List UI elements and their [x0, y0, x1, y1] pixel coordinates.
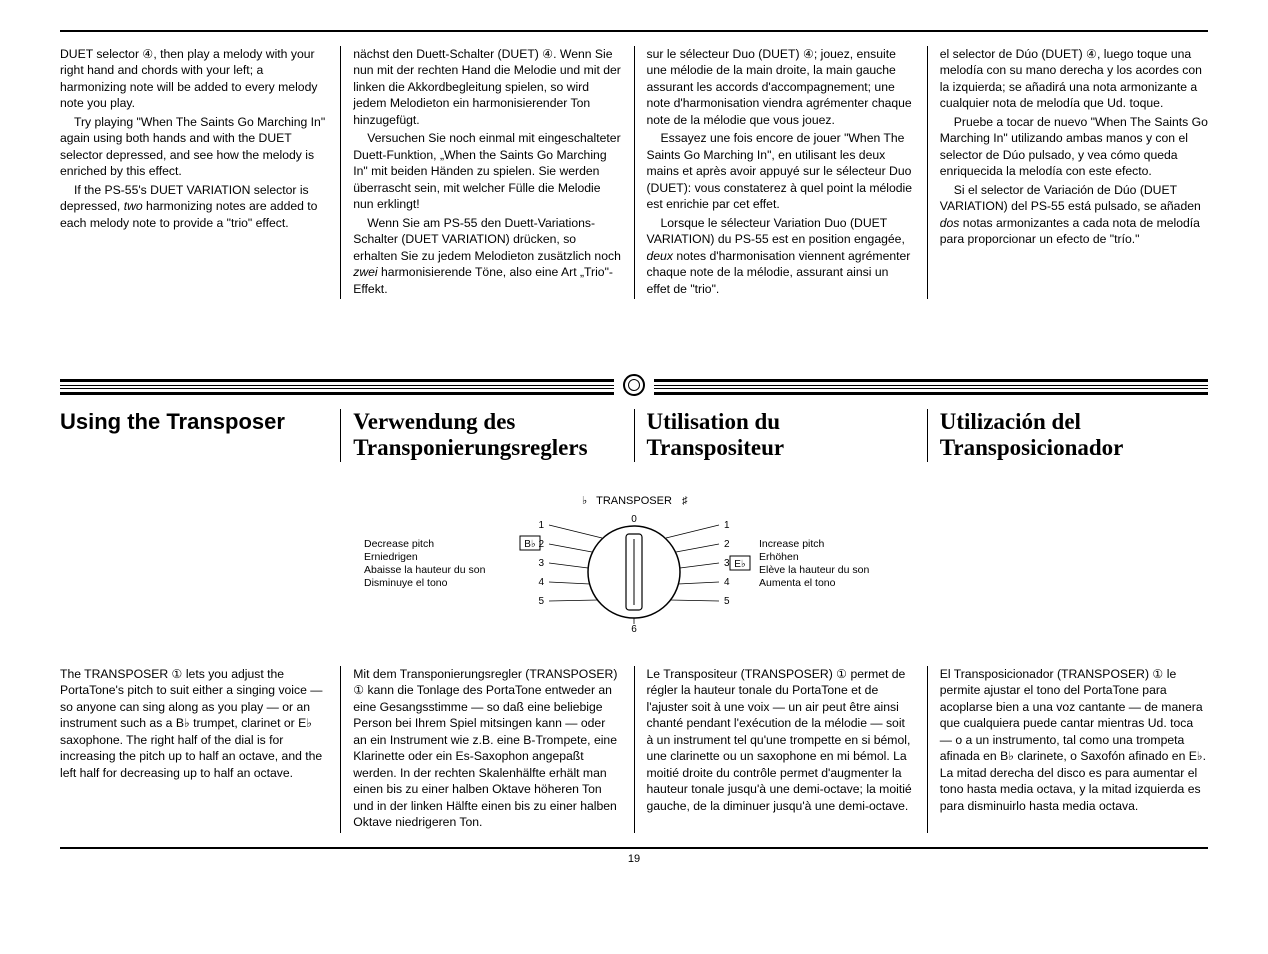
svg-text:4: 4	[538, 577, 544, 588]
fr-p3a: Lorsque le sélecteur Variation Duo (DUET…	[647, 216, 905, 246]
fr-p3: Lorsque le sélecteur Variation Duo (DUET…	[647, 215, 915, 297]
right-r1: Increase pitch	[759, 538, 825, 550]
bcol-en: The TRANSPOSER ① lets you adjust the Por…	[60, 666, 341, 833]
fr-p3c: notes d'harmonisation viennent agrémente…	[647, 249, 911, 296]
top-columns: DUET selector ④, then play a melody with…	[60, 46, 1208, 299]
en-p1: DUET selector ④, then play a melody with…	[60, 46, 328, 112]
de-p3b: zwei	[353, 265, 377, 279]
bottom-es: El Transposicionador (TRANSPOSER) ① le p…	[940, 666, 1208, 814]
svg-text:2: 2	[538, 539, 544, 550]
svg-text:5: 5	[724, 596, 730, 607]
eflat-label: E♭	[734, 559, 745, 570]
fr-p3b: deux	[647, 249, 673, 263]
right-marks: 1 2 3 4 5	[666, 520, 730, 607]
fr-p2: Essayez une fois encore de jouer "When T…	[647, 130, 915, 212]
col-es: el selector de Dúo (DUET) ④, luego toque…	[928, 46, 1208, 299]
divider-ornament-icon	[614, 365, 654, 405]
left-l2: Erniedrigen	[364, 551, 418, 563]
de-p2: Versuchen Sie noch einmal mit eingeschal…	[353, 130, 621, 212]
svg-text:4: 4	[724, 577, 730, 588]
bcol-es: El Transposicionador (TRANSPOSER) ① le p…	[928, 666, 1208, 833]
fr-p1: sur le sélecteur Duo (DUET) ④; jouez, en…	[647, 46, 915, 128]
svg-text:1: 1	[538, 520, 544, 531]
bflat-label: B♭	[524, 539, 535, 550]
diag-flat: ♭	[582, 495, 587, 507]
es-p3: Si el selector de Variación de Dúo (DUET…	[940, 182, 1208, 248]
heading-col-es: Utilización del Transposicionador	[928, 409, 1208, 462]
diag-sharp: ♯	[682, 495, 688, 507]
svg-text:1: 1	[724, 520, 730, 531]
heading-col-de: Verwendung des Transponierungs­reglers	[341, 409, 634, 462]
diag-title: TRANSPOSER	[596, 495, 672, 507]
bottom-rule	[60, 847, 1208, 849]
left-l4: Disminuye el tono	[364, 577, 448, 589]
right-r2: Erhöhen	[759, 551, 799, 563]
bcol-de: Mit dem Transponierungsregler (TRANSPOSE…	[341, 666, 634, 833]
mark-0: 0	[631, 514, 637, 525]
col-fr: sur le sélecteur Duo (DUET) ④; jouez, en…	[635, 46, 928, 299]
section-divider	[60, 379, 1208, 395]
es-p2: Pruebe a tocar de nuevo "When The Saints…	[940, 114, 1208, 180]
heading-en: Using the Transposer	[60, 409, 328, 434]
svg-text:5: 5	[538, 596, 544, 607]
de-p3c: harmonisierende Töne, also eine Art „Tri…	[353, 265, 613, 295]
svg-text:3: 3	[724, 558, 730, 569]
heading-col-en: Using the Transposer	[60, 409, 341, 462]
es-p3b: dos	[940, 216, 960, 230]
right-r3: Elève la hauteur du son	[759, 564, 869, 576]
es-p3c: notas armonizantes a cada nota de melodí…	[940, 216, 1200, 246]
heading-row: Using the Transposer Verwendung des Tran…	[60, 409, 1208, 462]
col-en: DUET selector ④, then play a melody with…	[60, 46, 341, 299]
bottom-de: Mit dem Transponierungsregler (TRANSPOSE…	[353, 666, 621, 831]
transposer-diagram: TRANSPOSER ♭ ♯ 0 1 2 3 4 5 1 2 3	[60, 492, 1208, 642]
left-l3: Abaisse la hauteur du son	[364, 564, 486, 576]
heading-es: Utilización del Transposicionador	[940, 409, 1208, 462]
bottom-columns: The TRANSPOSER ① lets you adjust the Por…	[60, 666, 1208, 833]
right-r4: Aumenta el tono	[759, 577, 836, 589]
col-de: nächst den Duett-Schalter (DUET) ④. Wenn…	[341, 46, 634, 299]
de-p3a: Wenn Sie am PS-55 den Duett-Variations-S…	[353, 216, 621, 263]
en-p2: Try playing "When The Saints Go Marching…	[60, 114, 328, 180]
svg-text:2: 2	[724, 539, 730, 550]
en-p3b: two	[124, 199, 143, 213]
left-marks: 1 2 3 4 5	[538, 520, 602, 607]
heading-col-fr: Utilisation du Transpositeur	[635, 409, 928, 462]
en-p3: If the PS-55's DUET VARIATION selector i…	[60, 182, 328, 231]
left-l1: Decrease pitch	[364, 538, 434, 550]
svg-text:3: 3	[538, 558, 544, 569]
page-number: 19	[60, 853, 1208, 865]
mark-6: 6	[631, 624, 637, 635]
transposer-svg: TRANSPOSER ♭ ♯ 0 1 2 3 4 5 1 2 3	[354, 492, 914, 642]
es-p1: el selector de Dúo (DUET) ④, luego toque…	[940, 46, 1208, 112]
de-p1: nächst den Duett-Schalter (DUET) ④. Wenn…	[353, 46, 621, 128]
bottom-en: The TRANSPOSER ① lets you adjust the Por…	[60, 666, 328, 781]
de-p3: Wenn Sie am PS-55 den Duett-Variations-S…	[353, 215, 621, 297]
bcol-fr: Le Transpositeur (TRANSPOSER) ① permet d…	[635, 666, 928, 833]
heading-de: Verwendung des Transponierungs­reglers	[353, 409, 621, 462]
top-rule	[60, 30, 1208, 32]
heading-fr: Utilisation du Transpositeur	[647, 409, 915, 462]
es-p3a: Si el selector de Variación de Dúo (DUET…	[940, 183, 1201, 213]
bottom-fr: Le Transpositeur (TRANSPOSER) ① permet d…	[647, 666, 915, 814]
